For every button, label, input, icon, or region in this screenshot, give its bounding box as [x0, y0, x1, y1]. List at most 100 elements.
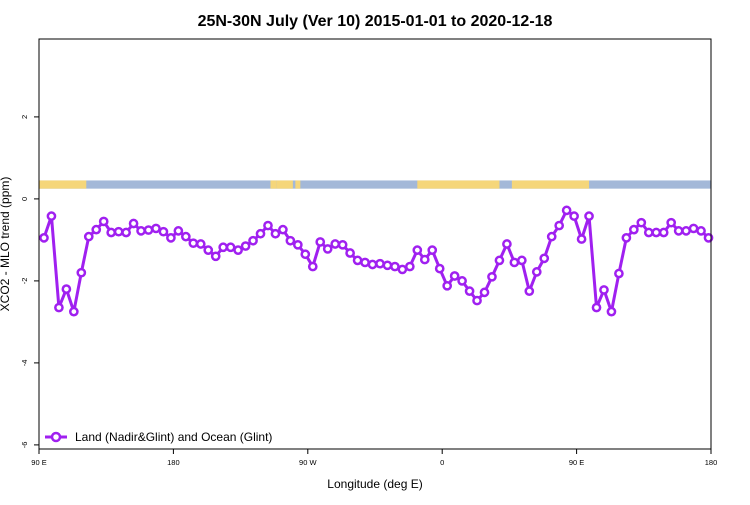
data-point [569, 211, 579, 221]
data-point [158, 226, 169, 237]
data-point [98, 216, 109, 227]
y-tick-label: 2 [20, 115, 29, 119]
data-point [666, 217, 677, 228]
landmask-strip [39, 180, 711, 189]
data-point [643, 227, 654, 238]
data-point [382, 260, 393, 271]
land-segment [511, 180, 590, 189]
data-point [307, 261, 318, 272]
data-point [337, 239, 348, 250]
x-tick-label: 90 E [569, 458, 584, 467]
data-point [472, 295, 482, 306]
axes: 90 E 180 90 W 0 90 E 180 -6 -4 -2 0 2 [20, 115, 717, 467]
data-point [576, 234, 587, 244]
chart-title: 25N-30N July (Ver 10) 2015-01-01 to 2020… [198, 13, 553, 30]
data-point [54, 302, 64, 313]
legend: Land (Nadir&Glint) and Ocean (Glint) [45, 430, 272, 444]
data-point [636, 217, 647, 228]
data-point [360, 257, 370, 268]
data-point [703, 233, 714, 243]
data-point [404, 261, 415, 272]
data-point [434, 263, 445, 274]
data-point [218, 242, 229, 253]
plot-frame [38, 38, 712, 450]
data-point [203, 245, 214, 255]
data-point [412, 245, 423, 255]
data-point [681, 226, 691, 236]
ocean-band [39, 180, 711, 189]
data-point [584, 211, 594, 221]
land-segment [270, 180, 277, 189]
data-point [113, 226, 124, 237]
data-point [516, 255, 527, 266]
data-point [502, 239, 512, 249]
data-point [390, 261, 400, 272]
data-point [188, 238, 199, 249]
data-point [39, 233, 49, 243]
data-point [322, 244, 333, 254]
data-point [233, 245, 243, 255]
data-point [225, 242, 236, 253]
data-point [255, 228, 266, 239]
data-point [673, 226, 684, 236]
data-point [76, 267, 87, 278]
data-point [561, 205, 572, 216]
legend-marker [50, 431, 62, 443]
data-point [166, 233, 176, 243]
data-point [83, 231, 94, 242]
data-point [696, 226, 706, 236]
land-segment [39, 180, 87, 189]
data-point [263, 220, 273, 231]
data-point [546, 231, 557, 242]
data-point [479, 287, 490, 298]
data-point [270, 228, 281, 239]
data-point [180, 231, 191, 242]
data-point [628, 224, 639, 235]
data-point [449, 271, 460, 281]
data-point [427, 245, 438, 255]
data-point [524, 286, 535, 296]
data-point [278, 224, 288, 235]
data-point [419, 254, 430, 265]
data-point [210, 251, 221, 262]
data-point [151, 223, 161, 234]
y-tick-label: -6 [20, 442, 29, 449]
data-point [352, 255, 363, 266]
data-point [143, 225, 154, 235]
x-tick-label: 0 [440, 458, 444, 467]
data-point [509, 257, 520, 268]
data-point [195, 239, 206, 249]
land-segment [295, 180, 301, 189]
x-tick-label: 90 W [299, 458, 317, 467]
data-point [457, 276, 467, 286]
y-tick-label: 0 [20, 197, 29, 201]
data-point [292, 239, 303, 250]
data-point [531, 267, 542, 277]
data-point [46, 211, 57, 221]
land-segment [276, 180, 293, 189]
data-point [651, 227, 662, 238]
y-tick-label: -4 [20, 360, 29, 367]
x-tick-label: 180 [705, 458, 718, 467]
series-layer [39, 205, 714, 317]
data-point [121, 227, 131, 238]
data-point [248, 235, 258, 246]
data-point [397, 264, 408, 275]
land-segment [417, 180, 500, 189]
data-point [128, 218, 139, 229]
legend-label: Land (Nadir&Glint) and Ocean (Glint) [75, 430, 272, 444]
data-point [61, 284, 72, 294]
data-point [68, 306, 79, 317]
data-point [173, 226, 184, 236]
data-point [599, 285, 609, 295]
data-point [464, 286, 475, 296]
data-point [315, 237, 326, 247]
x-axis-label: Longitude (deg E) [327, 477, 422, 491]
x-tick-label: 90 E [31, 458, 46, 467]
data-point [554, 220, 565, 231]
data-point [621, 233, 632, 243]
data-point [658, 227, 669, 238]
data-point [591, 302, 602, 313]
